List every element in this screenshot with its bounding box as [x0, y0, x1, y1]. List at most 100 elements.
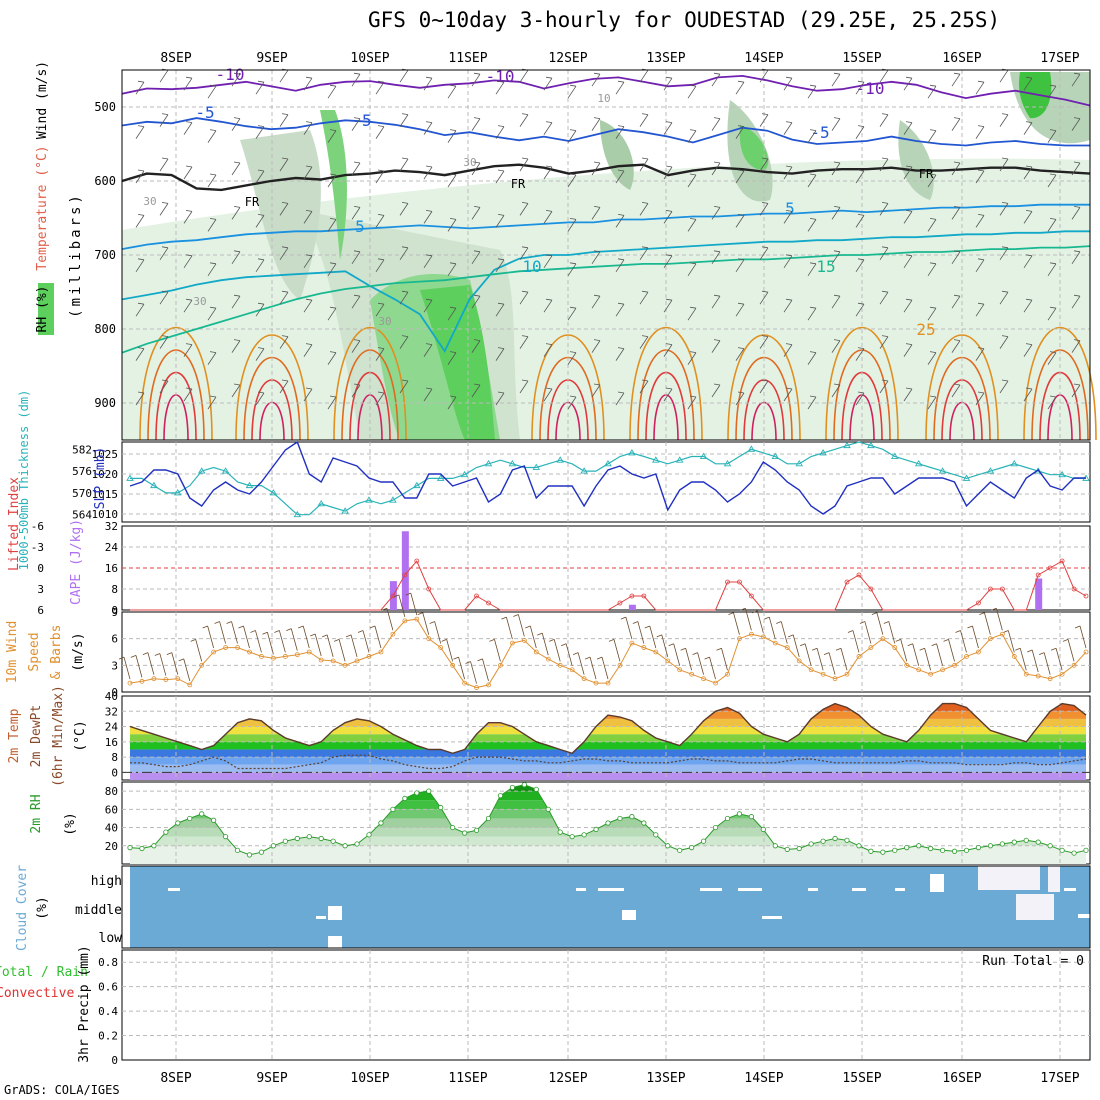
wind-barb	[255, 125, 265, 139]
rh2m-point	[868, 848, 874, 854]
wind10m-barb	[154, 653, 167, 676]
wind10m-barb	[668, 643, 681, 666]
wind10m-barb	[1062, 638, 1075, 662]
cloud-unit-label: (%)	[35, 896, 50, 919]
wind10m-point	[629, 640, 635, 646]
wind-barb	[855, 258, 865, 273]
rh2m-point	[1023, 837, 1029, 843]
wind-barb	[831, 161, 841, 176]
rh2m-point	[856, 843, 862, 849]
lifted-index-point	[474, 593, 479, 599]
wind10m-barb	[142, 652, 155, 675]
wind-barb	[807, 306, 817, 321]
cape-tick-label: 32	[105, 520, 118, 533]
wind-barb	[975, 169, 985, 184]
wind-barb	[375, 80, 385, 95]
li-tick-label: 0	[37, 562, 44, 575]
cloud-patch	[978, 866, 1040, 890]
wind-barb	[279, 246, 289, 261]
contour-label: FR	[919, 167, 934, 181]
wind-barb	[1023, 121, 1033, 135]
wind-barb	[231, 383, 241, 398]
warm-contour	[727, 334, 801, 441]
rh2m-point	[294, 835, 300, 842]
wind-barb	[135, 391, 145, 406]
wind10m-point	[1071, 662, 1077, 668]
wind10m-point	[760, 634, 766, 640]
wind-barb	[1071, 161, 1081, 176]
contour-label: 10	[597, 92, 610, 105]
wind10m-point	[593, 680, 599, 686]
lifted-index-point	[844, 579, 850, 585]
wind-barb	[807, 218, 817, 232]
wind10m-point	[426, 636, 432, 642]
wind10m-barb	[788, 634, 800, 657]
wind10m-barb	[871, 612, 884, 635]
temp-contour	[121, 163, 1091, 192]
lifted-index-point	[414, 558, 420, 564]
wind-barb	[687, 395, 697, 410]
wind-barb	[1047, 351, 1057, 365]
wind-barb	[303, 76, 313, 91]
wind-barb	[1023, 343, 1033, 357]
temp-contour	[121, 117, 1090, 147]
wind-barb	[327, 262, 337, 277]
thickness-tick-label: 570	[72, 487, 92, 500]
thickness-point	[747, 445, 756, 452]
wind10m-point	[199, 662, 205, 668]
wind10m-barb	[907, 643, 920, 666]
thickness-point	[484, 459, 493, 467]
wind10m-barb	[823, 652, 836, 675]
cloud-patch	[328, 936, 342, 948]
thickness-point	[245, 481, 254, 489]
cloud-patch	[1016, 894, 1054, 920]
wind-barb	[735, 302, 745, 317]
wind10m-point	[342, 662, 348, 668]
thickness-line	[130, 441, 1086, 516]
wind-barb	[471, 339, 481, 353]
wind-barb	[543, 387, 553, 402]
rh-band	[130, 809, 1086, 819]
wind-barb	[423, 76, 433, 91]
wind-barb	[1047, 84, 1057, 99]
wind-barb	[351, 250, 361, 265]
contour-label: 5	[785, 199, 795, 218]
wind-barb	[927, 351, 937, 365]
wind-barb	[519, 157, 529, 172]
cloud-axis-label: Cloud Cover	[15, 865, 30, 951]
lifted-index-point	[999, 586, 1005, 592]
thickness-point	[1058, 470, 1066, 478]
temp-band	[130, 764, 1086, 773]
wind10m-barb	[752, 610, 764, 633]
wind-barb	[903, 121, 913, 135]
wind-barb	[1071, 294, 1081, 309]
wind10m-point	[665, 658, 671, 664]
wind-barb	[711, 339, 721, 353]
wind-barb	[495, 302, 505, 317]
rh-band	[130, 836, 1086, 846]
wind10m-barb	[333, 638, 346, 662]
wind10m-barb	[632, 621, 645, 644]
wind10m-point	[366, 654, 372, 659]
cloud-level-label: low	[99, 931, 123, 946]
wind-barb	[135, 258, 145, 273]
wind10m-axis-label: (m/s)	[71, 632, 86, 671]
wind-tick-label: 9	[111, 606, 118, 619]
wind-barb	[615, 80, 625, 95]
date-label-top: 12SEP	[548, 51, 587, 66]
page-title: GFS 0~10day 3-hourly for OUDESTAD (29.25…	[368, 8, 1001, 32]
wind10m-barb	[286, 628, 298, 651]
wind-barb	[1023, 298, 1033, 313]
wind-barb	[567, 173, 577, 188]
wind-barb	[231, 339, 241, 353]
wind10m-barb	[728, 612, 740, 635]
warm-contour	[333, 326, 407, 441]
wind-tick-label: 3	[111, 659, 118, 672]
wind-barb	[183, 298, 193, 313]
contour-label: -5	[352, 111, 371, 130]
wind10m-point	[510, 640, 515, 646]
wind-barb	[855, 125, 865, 139]
wind-barb	[735, 214, 745, 228]
wind-barb	[975, 347, 985, 361]
wind-barb	[975, 125, 985, 139]
